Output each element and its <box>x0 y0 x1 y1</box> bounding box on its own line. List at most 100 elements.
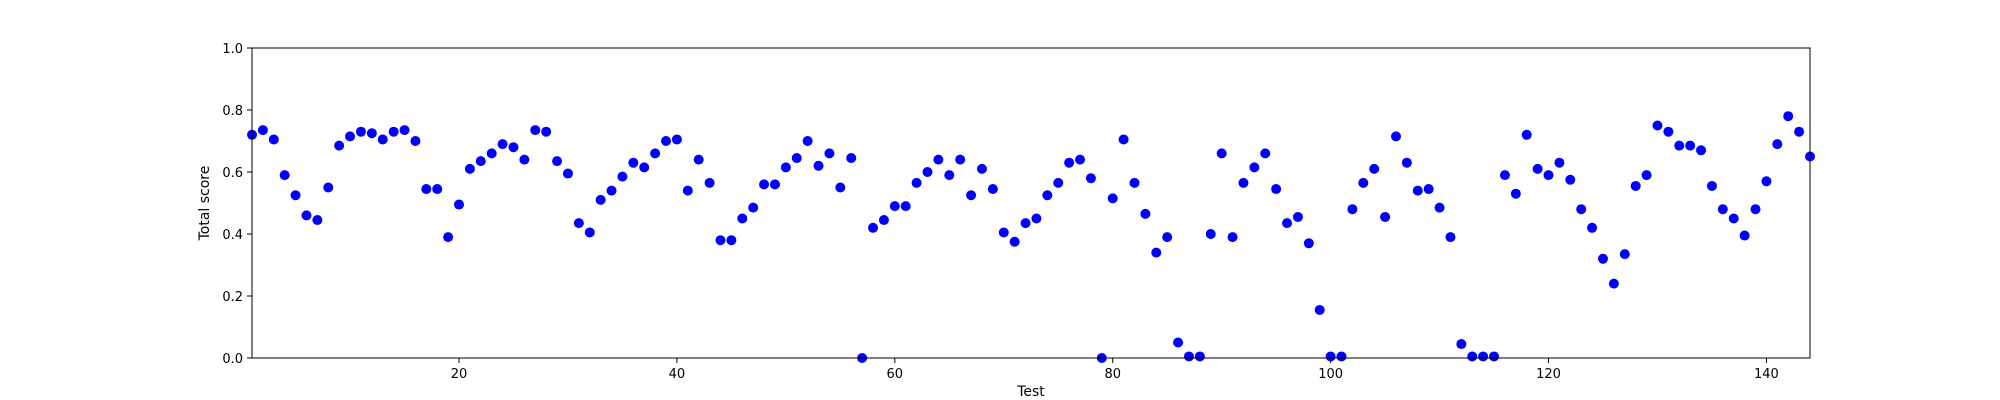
data-point <box>1271 184 1282 195</box>
data-point <box>268 134 279 145</box>
data-point <box>432 184 443 195</box>
data-point <box>639 162 650 173</box>
data-point <box>1173 337 1184 348</box>
data-point <box>1783 111 1794 122</box>
data-point <box>1205 229 1216 239</box>
data-point <box>1314 304 1325 315</box>
data-point <box>1194 351 1205 362</box>
data-point <box>1543 170 1554 181</box>
data-point <box>944 170 955 181</box>
data-point <box>334 140 345 151</box>
data-point <box>562 168 573 179</box>
data-point <box>530 125 541 136</box>
data-point <box>541 126 552 137</box>
data-point <box>508 142 519 153</box>
data-point <box>780 162 791 173</box>
data-point <box>410 136 421 146</box>
data-point <box>1499 170 1510 181</box>
data-point <box>1107 193 1118 204</box>
data-point <box>595 194 606 205</box>
data-point <box>1227 232 1238 243</box>
data-point <box>1434 202 1445 213</box>
y-axis-ticks: 0.0 0.2 0.4 0.6 0.8 1.0 <box>222 42 252 367</box>
data-points <box>247 111 1815 363</box>
data-point <box>1576 204 1587 215</box>
data-point <box>475 156 486 167</box>
data-point <box>1794 126 1805 137</box>
data-point <box>1336 351 1347 362</box>
data-point <box>1706 180 1717 191</box>
data-point <box>1554 157 1565 168</box>
y-tick-label: 1.0 <box>222 42 243 57</box>
data-point <box>693 154 704 165</box>
x-tick-label: 40 <box>669 367 686 382</box>
data-point <box>421 184 432 195</box>
data-point <box>1292 211 1303 222</box>
data-point <box>1075 154 1086 165</box>
data-point <box>1587 222 1598 233</box>
data-point <box>1260 148 1271 159</box>
data-point <box>802 136 813 146</box>
data-point <box>715 235 726 246</box>
data-point <box>1085 173 1096 184</box>
x-tick-label: 100 <box>1318 367 1343 382</box>
data-point <box>443 232 454 243</box>
data-point <box>976 163 987 174</box>
data-point <box>1358 177 1369 188</box>
data-point <box>1445 232 1456 243</box>
data-point <box>1249 162 1260 173</box>
data-point <box>1347 204 1358 215</box>
data-point <box>628 157 639 168</box>
data-point <box>1390 131 1401 142</box>
x-tick-label: 60 <box>887 367 904 382</box>
data-point <box>1663 126 1674 137</box>
data-point <box>726 235 737 246</box>
data-point <box>955 154 966 165</box>
data-point <box>257 125 268 136</box>
data-point <box>323 182 334 193</box>
data-point <box>824 148 835 159</box>
data-point <box>1597 253 1608 264</box>
data-point <box>835 182 846 193</box>
data-point <box>1303 238 1314 249</box>
y-tick-label: 0.4 <box>222 228 243 243</box>
data-point <box>345 131 356 142</box>
x-tick-label: 140 <box>1754 367 1779 382</box>
data-point <box>1772 139 1783 150</box>
data-point <box>1619 249 1630 260</box>
data-point <box>759 179 770 190</box>
data-point <box>1565 174 1576 185</box>
data-point <box>290 190 301 201</box>
data-point <box>868 222 879 233</box>
data-point <box>1020 218 1031 229</box>
data-point <box>1053 177 1064 188</box>
data-point <box>671 134 682 145</box>
data-point <box>911 177 922 188</box>
data-point <box>1162 232 1173 243</box>
data-point <box>617 171 628 182</box>
data-point <box>1510 188 1521 199</box>
plot-area <box>251 47 1811 359</box>
x-tick-label: 20 <box>451 367 468 382</box>
x-axis-ticks: 20 40 60 80 100 120 140 <box>451 358 1779 382</box>
y-axis-label: Total score <box>197 166 213 242</box>
y-tick-label: 0.0 <box>222 352 243 367</box>
data-point <box>399 125 410 136</box>
data-point <box>388 126 399 137</box>
data-point <box>1151 247 1162 258</box>
data-point <box>279 170 290 181</box>
data-point <box>1009 236 1020 247</box>
data-point <box>519 154 530 165</box>
data-point <box>606 185 617 196</box>
data-point <box>584 227 595 238</box>
data-point <box>573 218 584 229</box>
data-point <box>377 134 388 145</box>
data-point <box>1674 140 1685 151</box>
data-point <box>1728 213 1739 224</box>
data-point <box>1652 120 1663 131</box>
data-point <box>1489 351 1500 362</box>
data-point <box>1696 145 1707 156</box>
data-point <box>900 201 911 212</box>
data-point <box>769 179 780 190</box>
